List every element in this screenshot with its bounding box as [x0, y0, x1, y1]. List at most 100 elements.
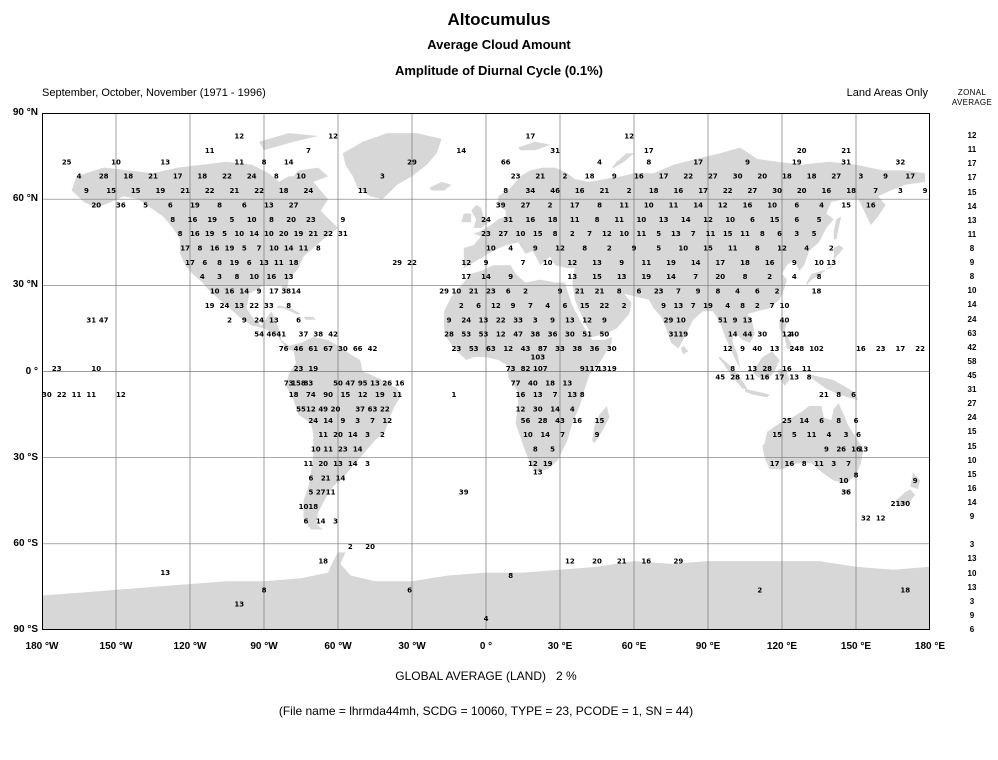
map-cell-value: 13	[269, 316, 279, 324]
map-cell-value: 14	[353, 446, 363, 454]
zonal-average-value: 10	[967, 455, 977, 465]
map-cell-value: 16	[866, 201, 876, 209]
map-cell-value: 11	[234, 158, 244, 166]
map-cell-value: 44	[743, 331, 753, 339]
map-cell-value: 7	[553, 391, 558, 399]
map-cell-value: 67	[323, 345, 333, 353]
map-cell-value: 4	[484, 615, 489, 623]
map-cell-value: 15	[592, 273, 602, 281]
map-cell-value: 8	[646, 158, 651, 166]
map-cell-value: 40	[789, 331, 799, 339]
map-border	[42, 113, 930, 630]
map-cell-value: 40	[752, 345, 762, 353]
map-cell-value: 39	[459, 489, 469, 497]
map-cell-value: 27	[748, 187, 758, 195]
latitude-tick-label: 0 °	[25, 365, 38, 377]
map-cell-value: 53	[461, 331, 471, 339]
map-cell-value: 9	[913, 477, 918, 485]
map-cell-value: 103	[530, 354, 545, 362]
map-cell-value: 6	[856, 431, 861, 439]
map-cell-value: 8	[262, 158, 267, 166]
map-cell-value: 14	[348, 460, 358, 468]
map-cell-value: 16	[743, 201, 753, 209]
zonal-average-value: 8	[969, 243, 975, 253]
map-cell-value: 17	[590, 365, 600, 373]
map-cell-value: 8	[817, 273, 822, 281]
map-cell-value: 8	[316, 245, 321, 253]
map-cell-value: 66	[501, 158, 511, 166]
map-cell-value: 13	[264, 201, 274, 209]
map-cell-value: 6	[476, 302, 481, 310]
zonal-header-line1: ZONAL	[957, 88, 987, 97]
map-cell-value: 46	[267, 331, 277, 339]
map-cell-value: 6	[636, 288, 641, 296]
map-cell-value: 1	[451, 391, 456, 399]
map-cell-value: 90	[323, 391, 333, 399]
map-cell-value: 7	[676, 288, 681, 296]
map-cell-value: 11	[570, 216, 580, 224]
zonal-average-value: 6	[969, 625, 975, 634]
map-cell-value: 19	[190, 201, 200, 209]
map-cell-value: 14	[456, 147, 466, 155]
map-cell-value: 12	[703, 216, 713, 224]
map-cell-value: 20	[279, 230, 289, 238]
map-cell-value: 12	[582, 316, 592, 324]
landmass	[717, 357, 748, 389]
zonal-average-value: 9	[969, 512, 975, 522]
map-cell-value: 8	[836, 391, 841, 399]
map-cell-value: 26	[382, 380, 392, 388]
map-cell-value: 16	[822, 187, 832, 195]
landmass	[518, 141, 551, 151]
map-cell-value: 12	[382, 417, 392, 425]
map-cell-value: 4	[597, 158, 602, 166]
map-cell-value: 10	[678, 245, 688, 253]
map-cell-value: 10	[452, 288, 462, 296]
map-cell-value: 51	[582, 331, 592, 339]
map-cell-value: 21	[841, 147, 851, 155]
map-cell-value: 25	[782, 417, 792, 425]
map-cell-value: 2	[562, 173, 567, 181]
map-cell-value: 23	[452, 345, 462, 353]
landmass	[71, 161, 338, 352]
map-cell-value: 21	[308, 230, 318, 238]
map-cell-value: 38	[572, 345, 582, 353]
map-cell-value: 28	[538, 417, 548, 425]
map-cell-value: 23	[876, 345, 886, 353]
subtitle-cloud-amount: Average Cloud Amount	[427, 37, 571, 52]
map-cell-value: 18	[289, 259, 299, 267]
map-cell-value: 19	[207, 216, 217, 224]
zonal-average-value: 17	[967, 173, 977, 183]
map-cell-value: 8	[760, 230, 765, 238]
map-cell-value: 27	[831, 173, 841, 181]
map-cell-value: 5	[229, 216, 234, 224]
map-cell-value: 21	[230, 187, 240, 195]
zonal-average-header: ZONAL AVERAGE	[946, 88, 998, 108]
zonal-average-value: 24	[967, 413, 977, 423]
map-cell-value: 9	[242, 316, 247, 324]
map-cell-value: 95	[358, 380, 368, 388]
map-cell-value: 8	[807, 374, 812, 382]
map-cell-value: 15	[723, 230, 733, 238]
zonal-average-value: 63	[967, 328, 977, 338]
map-cell-value: 11	[669, 201, 679, 209]
map-cell-value: 3	[355, 417, 360, 425]
map-cell-value: 18	[846, 187, 856, 195]
map-cell-value: 10	[543, 259, 553, 267]
map-cell-value: 15	[131, 187, 141, 195]
map-cell-value: 9	[340, 417, 345, 425]
map-cell-value: 36	[590, 345, 600, 353]
longitude-tick-label: 30 °E	[547, 641, 573, 652]
map-cell-value: 11	[745, 374, 755, 382]
landmass	[611, 153, 634, 168]
map-cell-value: 49	[318, 405, 328, 413]
map-cell-value: 4	[792, 273, 797, 281]
map-cell-value: 17	[905, 173, 915, 181]
map-cell-value: 17	[461, 273, 471, 281]
map-cell-value: 13	[859, 446, 869, 454]
map-cell-value: 8	[178, 230, 183, 238]
map-cell-value: 17	[180, 245, 190, 253]
map-cell-value: 13	[370, 380, 380, 388]
map-cell-value: 5	[308, 489, 313, 497]
map-cell-value: 22	[407, 259, 417, 267]
map-cell-value: 18	[318, 558, 328, 566]
